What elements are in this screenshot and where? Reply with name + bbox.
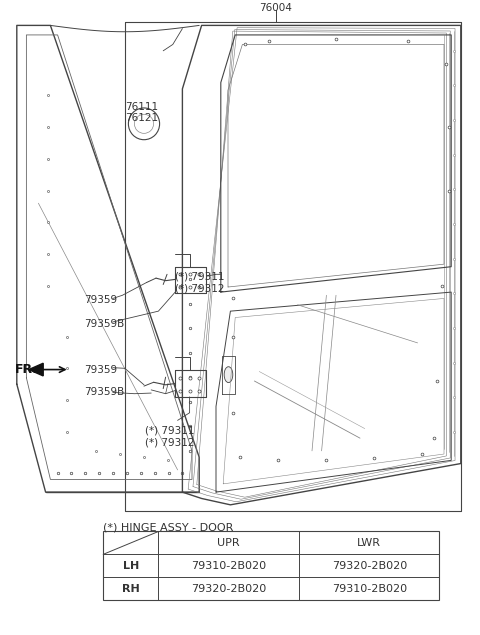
Text: 79320-2B020: 79320-2B020 xyxy=(332,561,407,571)
Text: UPR: UPR xyxy=(217,538,240,548)
Text: FR.: FR. xyxy=(14,363,37,376)
Text: 79310-2B020: 79310-2B020 xyxy=(191,561,266,571)
Text: LWR: LWR xyxy=(357,538,381,548)
Text: 79310-2B020: 79310-2B020 xyxy=(332,584,407,594)
Text: 79320-2B020: 79320-2B020 xyxy=(191,584,266,594)
Text: 79359B: 79359B xyxy=(84,387,124,398)
Text: 79359: 79359 xyxy=(84,295,117,305)
Ellipse shape xyxy=(134,114,154,133)
Ellipse shape xyxy=(224,367,233,382)
Text: RH: RH xyxy=(122,584,140,594)
Text: (*) HINGE ASSY - DOOR: (*) HINGE ASSY - DOOR xyxy=(103,522,234,532)
Text: LH: LH xyxy=(123,561,139,571)
Polygon shape xyxy=(29,363,43,376)
Text: 76111
76121: 76111 76121 xyxy=(125,102,158,123)
Text: (*) 79311
(*) 79312: (*) 79311 (*) 79312 xyxy=(175,272,225,293)
Text: 76003
76004: 76003 76004 xyxy=(260,0,292,13)
Bar xyxy=(103,531,439,600)
Text: 79359B: 79359B xyxy=(84,319,124,329)
Text: 79359: 79359 xyxy=(84,364,117,375)
Ellipse shape xyxy=(129,108,159,140)
Text: (*) 79311
(*) 79312: (*) 79311 (*) 79312 xyxy=(145,425,195,447)
